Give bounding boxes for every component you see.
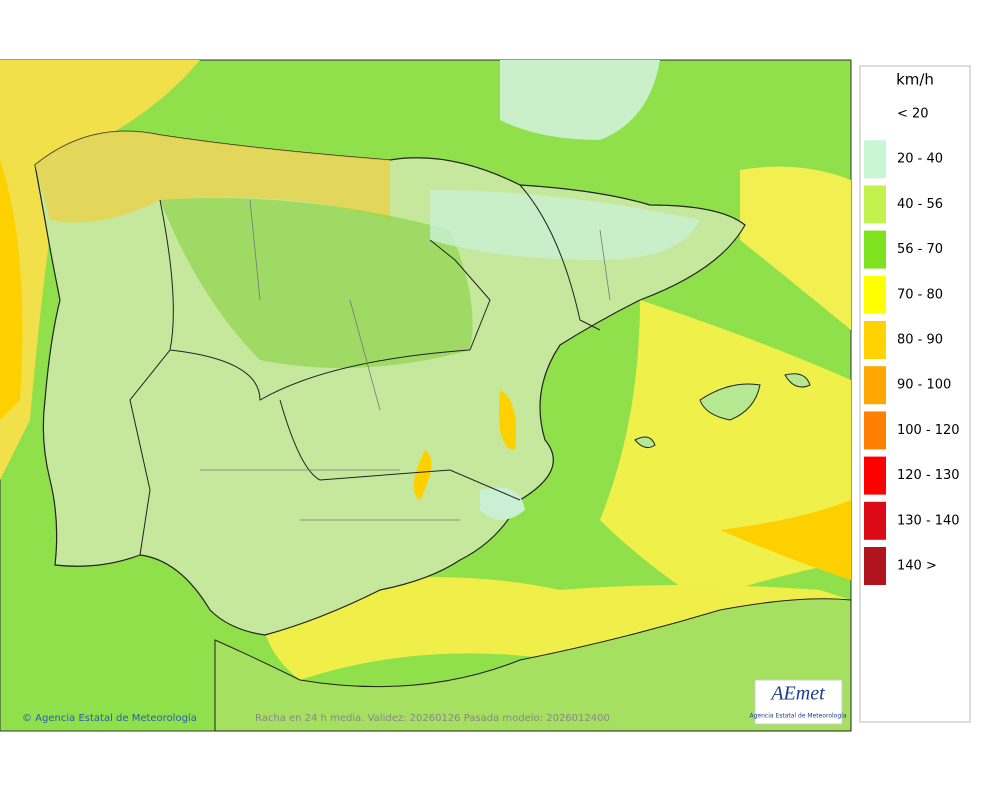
legend: < 20 20 - 40 40 - 56 56 - 70 70 - 80 80 - 90 9… [864, 95, 960, 585]
wind-band [0, 160, 23, 420]
wind-area [480, 487, 525, 520]
province-border [200, 199, 611, 521]
legend-label: 70 - 80 [897, 287, 943, 302]
caption: Racha en 24 h media. Validez: 20260126 P… [255, 713, 610, 724]
legend-swatch [864, 456, 886, 495]
legend-swatch [864, 275, 886, 314]
legend-swatch [864, 230, 886, 269]
island [634, 436, 656, 449]
legend-swatch [864, 95, 886, 133]
wind-band [720, 500, 851, 580]
legend-swatch [864, 547, 886, 585]
wind-area [160, 198, 473, 368]
credit: © Agencia Estatal de Meteorología [22, 712, 197, 724]
legend-swatch [864, 366, 886, 405]
logo-name: AEmet [769, 683, 825, 705]
legend-label: 140 > [897, 559, 937, 574]
legend-label: 20 - 40 [897, 152, 943, 167]
africa [214, 598, 852, 732]
legend-label: 56 - 70 [897, 242, 943, 257]
legend-label: 130 - 140 [897, 513, 960, 528]
legend-label: 80 - 90 [897, 333, 943, 348]
logo-subtitle: Agencia Estatal de Meteorología [750, 713, 847, 720]
logo-box [754, 679, 843, 725]
wind-area [499, 390, 516, 450]
legend-label: 100 - 120 [897, 423, 960, 438]
island [784, 373, 811, 388]
legend-swatch [864, 321, 886, 359]
legend-label: < 20 [897, 107, 929, 122]
legend-swatch [864, 185, 886, 224]
border [129, 184, 601, 556]
legend-unit: km/h [896, 71, 934, 89]
wind-area [413, 450, 432, 500]
legend-label: 90 - 100 [897, 378, 951, 393]
legend-label: 40 - 56 [897, 197, 943, 212]
wind-band [500, 60, 660, 140]
island [699, 383, 761, 421]
wind-band [260, 577, 851, 680]
wind-area [430, 190, 700, 260]
legend-swatch [864, 501, 886, 540]
wind-band [740, 166, 851, 330]
legend-label: 120 - 130 [897, 468, 960, 483]
legend-swatch [864, 411, 886, 450]
legend-swatch [864, 140, 886, 179]
wind-area [35, 131, 390, 223]
